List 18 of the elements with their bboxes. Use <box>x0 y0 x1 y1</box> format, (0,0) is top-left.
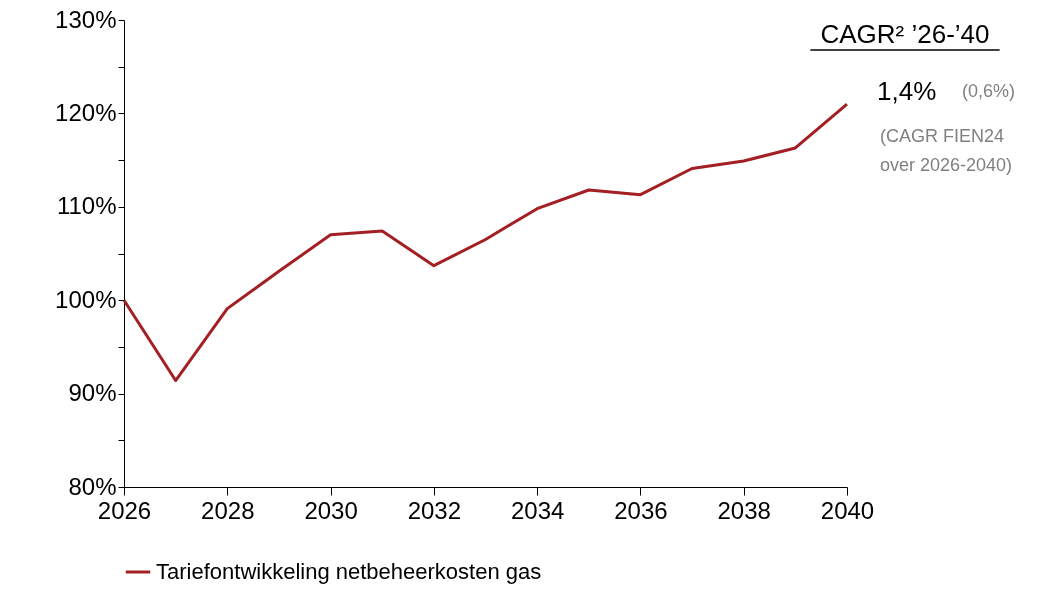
x-tick-label: 2030 <box>304 496 358 524</box>
annotation: CAGR² ’26-’40 <box>820 19 990 49</box>
x-tick-label: 2040 <box>820 496 875 524</box>
y-tick-label: 130% <box>55 5 117 33</box>
text: 1,4% <box>877 76 937 106</box>
text: (CAGR FIEN24 over 2026-2040) <box>880 126 1013 175</box>
x-tick-label: 2028 <box>201 496 255 524</box>
y-tick-label: 100% <box>55 285 117 313</box>
y-tick-label: 90% <box>68 379 117 407</box>
x-tick-label: 2038 <box>717 496 771 524</box>
x-tick-label: 2032 <box>407 496 462 524</box>
y-tick-label: 110% <box>56 192 117 220</box>
x-tick-label: 2036 <box>614 496 668 524</box>
text: (0,6%) <box>962 81 1016 101</box>
legend-label: Tariefontwikkeling netbeheerkosten gas <box>156 559 542 584</box>
x-tick-label: 2034 <box>510 496 565 524</box>
line-series <box>122 102 849 383</box>
y-tick-label: 120% <box>55 98 117 126</box>
